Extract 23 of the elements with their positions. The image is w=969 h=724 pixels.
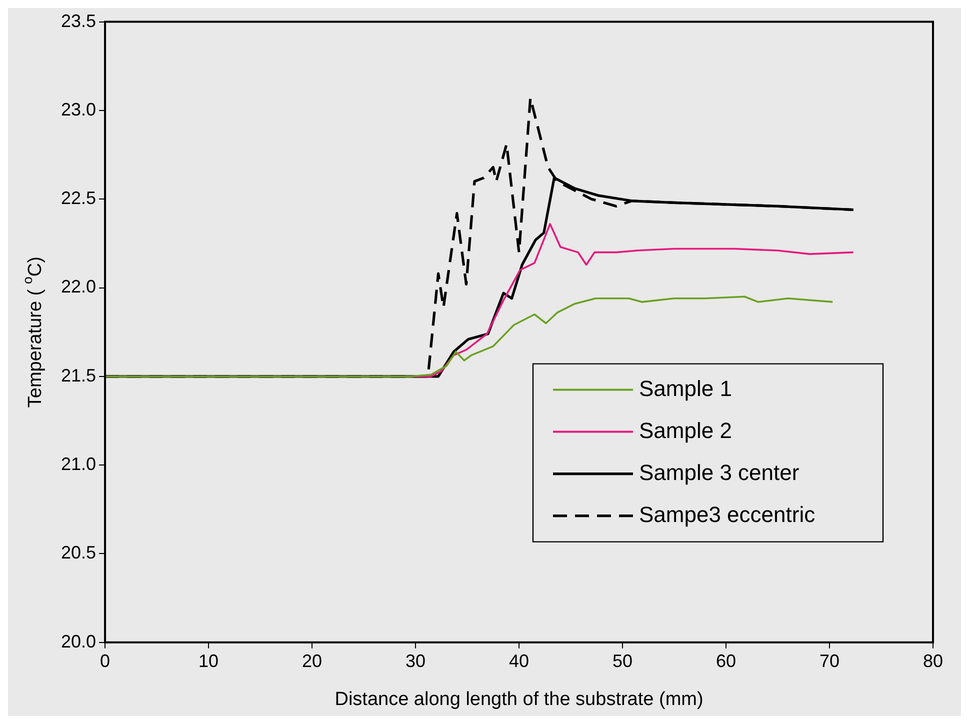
y-tick-label: 22.5 <box>60 188 96 208</box>
legend-label: Sample 3 center <box>639 460 800 485</box>
y-tick-label: 21.5 <box>60 365 96 386</box>
y-tick-label: 22.0 <box>60 276 96 297</box>
y-axis-title: Temperature ( oC) <box>20 256 46 408</box>
y-tick-label: 23.0 <box>60 99 96 120</box>
x-tick-label: 0 <box>100 651 110 672</box>
y-tick-label: 20.0 <box>60 631 96 652</box>
x-tick-label: 10 <box>198 651 219 672</box>
x-tick-label: 40 <box>509 651 530 672</box>
x-tick-label: 20 <box>302 651 322 672</box>
y-tick-label: 23.5 <box>60 10 96 31</box>
x-tick-label: 60 <box>716 651 736 672</box>
legend-label: Sample 2 <box>639 418 732 443</box>
legend-label: Sampe3 eccentric <box>639 502 816 527</box>
x-tick-label: 30 <box>406 651 426 672</box>
x-tick-label: 50 <box>612 651 633 672</box>
x-tick-label: 70 <box>819 651 840 672</box>
y-tick-label: 21.0 <box>60 454 96 474</box>
y-tick-label: 20.5 <box>60 542 96 563</box>
x-tick-label: 80 <box>922 651 944 672</box>
x-axis-title: Distance along length of the substrate (mm) <box>334 689 704 710</box>
legend-label: Sample 1 <box>639 376 732 401</box>
